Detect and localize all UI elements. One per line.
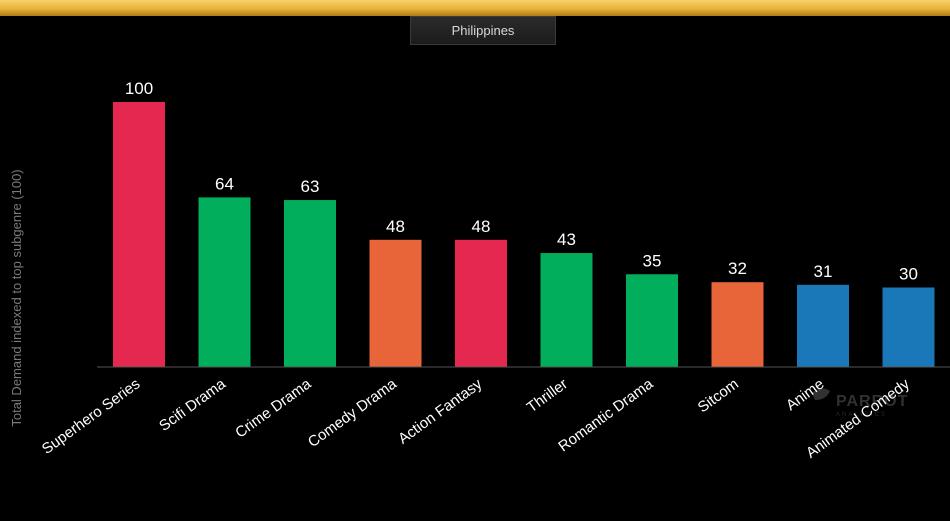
bar-scifi-drama [198,197,251,367]
x-tick-label: Thriller [524,375,571,416]
value-label: 48 [386,217,405,236]
value-label: 31 [814,262,833,281]
value-labels-group: 100 64 63 48 48 43 35 32 31 30 [125,79,918,284]
bar-sitcom [711,282,764,367]
value-label: 63 [301,177,320,196]
x-tick-label: Crime Drama [232,375,315,442]
value-label: 35 [643,251,662,270]
y-axis-label: Total Demand indexed to top subgenre (10… [9,169,24,426]
bar-animated-comedy [882,287,935,367]
value-label: 32 [728,259,747,278]
country-tab[interactable]: Philippines [410,16,556,45]
parrot-icon [812,388,830,400]
value-label: 64 [215,174,234,193]
bar-romantic-drama [626,274,678,367]
bar-thriller [540,253,593,367]
x-tick-label: Comedy Drama [305,375,400,451]
x-tick-label: Romantic Drama [555,375,657,455]
value-label: 100 [125,79,153,98]
x-tick-label: Scifi Drama [156,375,229,435]
bar-action-fantasy [455,239,507,367]
bar-superhero-series [113,102,165,367]
bar-crime-drama [284,200,336,367]
value-label: 43 [557,230,576,249]
parrot-analytics-logo: PARROT ANALYTICS [812,388,908,418]
bar-comedy-drama [369,239,422,367]
x-tick-label: Sitcom [695,375,742,416]
bars-group [113,102,935,367]
x-tick-labels-group: Superhero Series Scifi Drama Crime DramaCo… [39,375,913,462]
svg-text:ANALYTICS: ANALYTICS [836,412,887,418]
value-label: 30 [899,265,918,284]
value-label: 48 [472,217,491,236]
bar-anime [797,284,849,367]
svg-text:PARROT: PARROT [836,393,908,410]
x-tick-label: Superhero Series [39,375,143,457]
x-tick-label: Action Fantasy [395,375,486,447]
top-banner [0,0,950,16]
